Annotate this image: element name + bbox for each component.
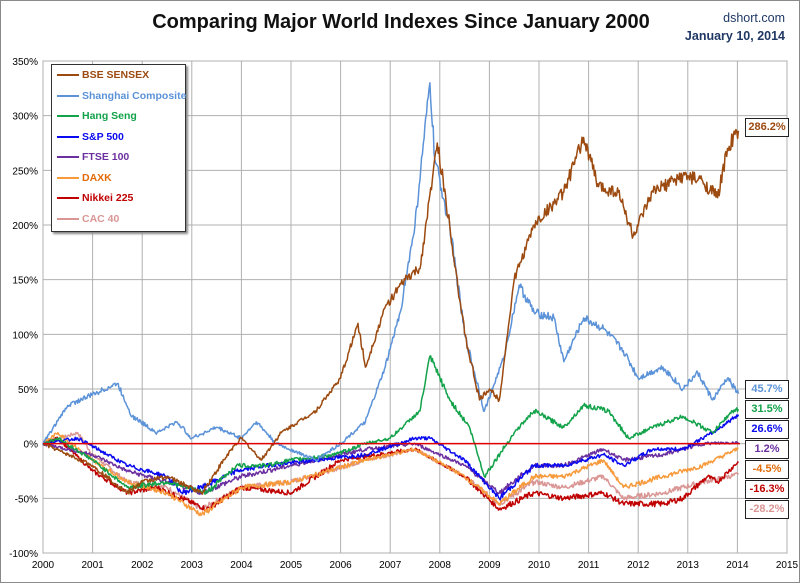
date-label: January 10, 2014 bbox=[684, 29, 785, 43]
legend-swatch bbox=[57, 74, 79, 77]
y-tick-label: 150% bbox=[12, 276, 38, 287]
end-value-label: 286.2% bbox=[745, 118, 789, 137]
x-tick-label: 2002 bbox=[131, 560, 154, 571]
legend-item: BSE SENSEX bbox=[57, 69, 149, 83]
legend-label: S&P 500 bbox=[82, 130, 124, 143]
legend-swatch bbox=[57, 197, 79, 200]
legend-swatch bbox=[57, 156, 79, 159]
legend-item: Shanghai Composite bbox=[57, 90, 186, 104]
x-tick-label: 2007 bbox=[379, 560, 402, 571]
series-line-nikkei-225 bbox=[42, 436, 740, 512]
legend-item: CAC 40 bbox=[57, 213, 119, 227]
end-value-label: -4.5% bbox=[745, 460, 789, 479]
end-value-label: 31.5% bbox=[745, 400, 789, 419]
legend-label: Shanghai Composite bbox=[82, 89, 187, 102]
y-tick-label: 250% bbox=[12, 166, 38, 177]
legend-item: Hang Seng bbox=[57, 110, 137, 124]
series-line-s-p-500 bbox=[42, 414, 740, 501]
end-value-label: 1.2% bbox=[745, 440, 789, 459]
chart-title: Comparing Major World Indexes Since Janu… bbox=[152, 11, 650, 33]
legend-swatch bbox=[57, 135, 79, 138]
x-tick-label: 2010 bbox=[528, 560, 551, 571]
x-tick-label: 2001 bbox=[81, 560, 104, 571]
y-tick-label: 200% bbox=[12, 221, 38, 232]
y-tick-label: 0% bbox=[24, 440, 39, 451]
legend-item: S&P 500 bbox=[57, 131, 124, 145]
legend-swatch bbox=[57, 115, 79, 118]
legend-label: BSE SENSEX bbox=[82, 69, 150, 81]
y-tick-label: -100% bbox=[9, 549, 38, 560]
series-line-bse-sensex bbox=[42, 128, 740, 495]
end-value-label: -28.2% bbox=[745, 500, 789, 519]
legend-swatch bbox=[57, 217, 79, 220]
x-tick-label: 2005 bbox=[280, 560, 303, 571]
legend-swatch bbox=[57, 176, 79, 179]
y-tick-label: 350% bbox=[12, 57, 38, 68]
end-value-label: 45.7% bbox=[745, 380, 789, 399]
series-line-hang-seng bbox=[42, 355, 740, 495]
legend: BSE SENSEX Shanghai Composite Hang Seng S&P… bbox=[51, 64, 186, 232]
series-line-shanghai-composite bbox=[42, 82, 740, 462]
x-tick-label: 2012 bbox=[627, 560, 650, 571]
x-tick-label: 2004 bbox=[230, 560, 253, 571]
legend-swatch bbox=[57, 94, 79, 97]
legend-label: Hang Seng bbox=[82, 110, 137, 122]
end-value-label: 26.6% bbox=[745, 420, 789, 439]
end-value-label: -16.3% bbox=[745, 480, 789, 499]
x-tick-label: 2013 bbox=[677, 560, 700, 571]
y-tick-label: -50% bbox=[15, 494, 38, 505]
legend-label: DAXK bbox=[82, 171, 112, 184]
x-tick-label: 2008 bbox=[429, 560, 452, 571]
source-label: dshort.com bbox=[723, 11, 785, 25]
x-tick-label: 2015 bbox=[776, 560, 799, 571]
legend-item: DAXK bbox=[57, 172, 112, 186]
y-tick-label: 100% bbox=[12, 330, 38, 341]
legend-item: FTSE 100 bbox=[57, 151, 129, 165]
legend-label: Nikkei 225 bbox=[82, 192, 134, 204]
x-tick-label: 2003 bbox=[181, 560, 204, 571]
source-block: dshort.com January 10, 2014 bbox=[685, 9, 785, 45]
y-tick-label: 300% bbox=[12, 112, 38, 123]
x-tick-label: 2000 bbox=[32, 560, 55, 571]
x-tick-label: 2006 bbox=[329, 560, 352, 571]
x-tick-label: 2014 bbox=[726, 560, 749, 571]
series-line-daxk bbox=[42, 431, 739, 517]
x-tick-label: 2011 bbox=[578, 560, 600, 571]
x-tick-label: 2009 bbox=[478, 560, 501, 571]
legend-item: Nikkei 225 bbox=[57, 192, 133, 206]
y-tick-label: 50% bbox=[18, 385, 38, 396]
legend-label: CAC 40 bbox=[82, 212, 120, 225]
legend-label: FTSE 100 bbox=[82, 151, 130, 163]
